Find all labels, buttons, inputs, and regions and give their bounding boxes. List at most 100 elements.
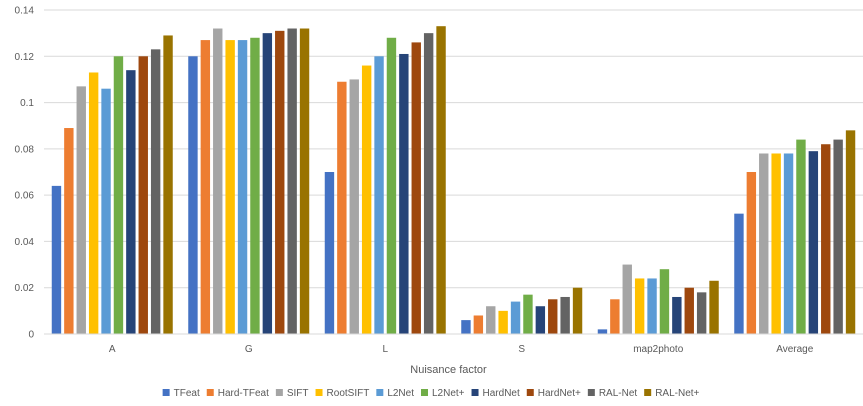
legend: TFeat Hard-TFeat SIFT RootSIFT L2Net L2Net+ Ha… [162,388,700,399]
bar [324,172,335,334]
bar [88,72,99,334]
bar [423,33,434,335]
bar [213,28,223,335]
bar [101,88,111,334]
legend-swatch [471,389,479,396]
bar [113,56,124,335]
y-tick-label: 0.02 [15,283,35,294]
bar [696,292,707,334]
legend-swatch [526,389,534,396]
bar [572,287,583,334]
x-tick-label: Average [776,344,814,355]
bar [684,287,694,334]
bar [672,296,682,334]
bar [262,33,273,335]
bar [523,294,533,334]
legend-label: RAL-Net+ [655,388,699,399]
bar [200,40,211,334]
bar [647,278,657,334]
legend-label: L2Net [387,388,414,399]
bar [659,269,670,334]
y-tick-label: 0.04 [15,237,35,248]
bar [845,130,856,334]
legend-label: HardNet [483,388,520,399]
y-tick-label: 0.08 [15,144,35,155]
bar [634,278,645,334]
bar [51,185,62,334]
gridlines [44,9,863,289]
bar [349,79,359,334]
y-tick-label: 0 [28,330,34,341]
bar [783,153,794,334]
bar [486,306,496,334]
bar [225,40,235,334]
x-axis-title: Nuisance factor [410,364,487,376]
y-tick-label: 0.1 [20,98,34,109]
legend-swatch [644,389,652,396]
legend-label: Hard-TFeat [218,388,269,399]
bar [461,320,471,334]
legend-swatch [376,389,384,396]
x-tick-label: S [518,344,525,355]
bar [548,299,558,334]
bar [138,56,148,335]
bar [275,30,285,334]
bar [759,153,769,334]
bar [560,296,570,334]
legend-label: L2Net+ [432,388,465,399]
bar [361,65,372,335]
bar [535,306,546,334]
legend-label: RootSIFT [327,388,370,399]
bar [498,310,508,334]
y-tick-label: 0.12 [15,52,35,63]
bar [821,144,831,334]
bars [51,26,856,335]
bar [610,299,620,334]
legend-label: RAL-Net [599,388,638,399]
bar [126,70,136,335]
bar [734,213,744,334]
legend-swatch [421,389,429,396]
bar [597,329,608,334]
y-axis-ticks: 0 0.02 0.04 0.06 0.08 0.1 0.12 0.14 [15,6,35,341]
bar [473,315,484,334]
bar [76,86,86,334]
legend-label: SIFT [287,388,309,399]
legend-swatch [206,389,214,396]
bar [833,139,843,334]
legend-swatch [315,389,323,396]
legend-label: HardNet+ [538,388,581,399]
x-tick-label: G [245,344,253,355]
bar [237,40,248,334]
bar [163,35,173,334]
bar [771,153,781,334]
x-tick-label: A [109,344,116,355]
bar [287,28,297,335]
bar [399,53,409,334]
bar [622,264,632,334]
bar [150,49,161,334]
x-tick-label: L [382,344,388,355]
legend-swatch [162,389,170,396]
bar [250,37,260,335]
legend-swatch [275,389,283,396]
legend-label: TFeat [174,388,200,399]
bar [709,280,719,334]
bar [510,301,521,334]
bar [299,28,310,335]
legend-swatch [587,389,595,396]
bar [436,26,446,334]
y-tick-label: 0.06 [15,191,35,202]
bar [337,81,347,334]
y-tick-label: 0.14 [15,6,35,17]
bar [386,37,397,335]
bar [64,128,74,334]
bar [374,56,384,335]
bar [796,139,806,334]
bar [411,42,421,335]
bar [808,151,819,334]
x-tick-label: map2photo [633,344,683,355]
bar [188,56,198,335]
